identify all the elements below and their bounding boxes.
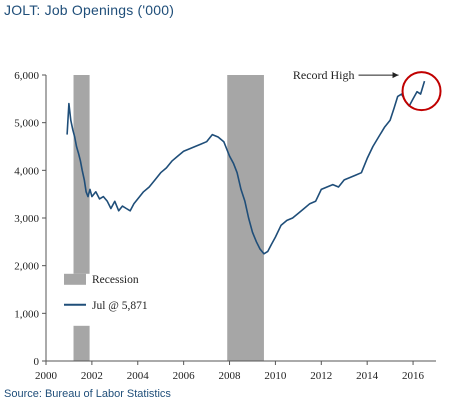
x-tick-label: 2004 bbox=[127, 370, 150, 382]
recession-band bbox=[227, 75, 264, 361]
annotation-label: Record High bbox=[293, 68, 355, 82]
y-tick-label: 2,000 bbox=[14, 261, 39, 273]
x-tick-label: 2000 bbox=[35, 370, 58, 382]
chart-title: JOLT: Job Openings ('000) bbox=[4, 2, 175, 18]
x-tick-label: 2016 bbox=[402, 370, 425, 382]
y-tick-label: 4,000 bbox=[14, 165, 39, 177]
y-tick-label: 1,000 bbox=[14, 308, 39, 320]
legend-recession-label: Recession bbox=[92, 274, 139, 286]
x-tick-label: 2002 bbox=[81, 370, 103, 382]
annotation-arrowhead bbox=[392, 72, 399, 79]
y-tick-label: 0 bbox=[34, 356, 40, 368]
y-tick-label: 5,000 bbox=[14, 118, 39, 130]
y-tick-label: 6,000 bbox=[14, 70, 39, 82]
record-high-circle bbox=[401, 71, 442, 112]
x-tick-label: 2006 bbox=[173, 370, 196, 382]
source-note: Source: Bureau of Labor Statistics bbox=[4, 388, 171, 400]
legend-series-label: Jul @ 5,871 bbox=[92, 300, 148, 312]
x-tick-label: 2014 bbox=[356, 370, 379, 382]
legend-recession-swatch bbox=[64, 273, 86, 285]
x-tick-label: 2012 bbox=[310, 370, 332, 382]
x-tick-label: 2008 bbox=[219, 370, 242, 382]
job-openings-line bbox=[66, 80, 426, 255]
x-tick-label: 2010 bbox=[264, 370, 287, 382]
y-tick-label: 3,000 bbox=[14, 213, 39, 225]
